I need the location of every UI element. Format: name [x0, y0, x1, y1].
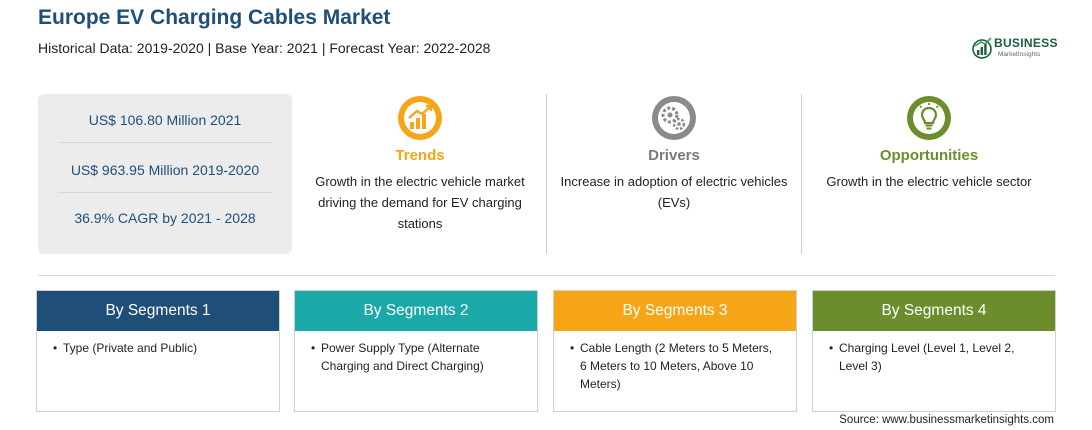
- column-divider: [546, 94, 547, 254]
- segment-card-3: By Segments 3 Cable Length (2 Meters to …: [553, 290, 797, 412]
- factor-opportunities: Opportunities Growth in the electric veh…: [811, 94, 1047, 254]
- segment-body: Type (Private and Public): [37, 331, 279, 357]
- factor-drivers: Drivers Increase in adoption of electric…: [556, 94, 792, 254]
- segment-card-4: By Segments 4 Charging Level (Level 1, L…: [812, 290, 1056, 412]
- stat-divider: [58, 142, 272, 143]
- segment-header: By Segments 1: [37, 291, 279, 331]
- stat-market-value-2021: US$ 106.80 Million 2021: [88, 112, 242, 128]
- logo-name: BUSINESS: [994, 36, 1058, 50]
- segment-body: Charging Level (Level 1, Level 2, Level …: [813, 331, 1055, 375]
- segment-item: Type (Private and Public): [53, 339, 265, 357]
- segment-header: By Segments 2: [295, 291, 537, 331]
- logo-globe-icon: [972, 37, 992, 59]
- segment-header: By Segments 4: [813, 291, 1055, 331]
- logo-tagline: MarketInsights: [998, 51, 1041, 58]
- page-title: Europe EV Charging Cables Market: [38, 6, 391, 29]
- factor-trends: Trends Growth in the electric vehicle ma…: [302, 94, 538, 254]
- factor-text: Increase in adoption of electric vehicle…: [560, 174, 788, 210]
- segment-body: Cable Length (2 Meters to 5 Meters, 6 Me…: [554, 331, 796, 393]
- segment-body: Power Supply Type (Alternate Charging an…: [295, 331, 537, 375]
- section-divider: [38, 275, 1055, 276]
- factor-text: Growth in the electric vehicle sector: [826, 174, 1032, 189]
- lightbulb-icon: [907, 96, 951, 140]
- source-citation: Source: www.businessmarketinsights.com: [839, 414, 1054, 426]
- segment-header: By Segments 3: [554, 291, 796, 331]
- segment-card-2: By Segments 2 Power Supply Type (Alterna…: [294, 290, 538, 412]
- factor-label: Trends: [395, 147, 445, 164]
- growth-chart-icon: [398, 96, 442, 140]
- gears-icon: [652, 96, 696, 140]
- stat-divider: [58, 192, 272, 193]
- stat-cagr: 36.9% CAGR by 2021 - 2028: [74, 210, 256, 226]
- factor-text: Growth in the electric vehicle market dr…: [315, 174, 525, 231]
- factor-label: Drivers: [648, 147, 700, 164]
- brand-logo: BUSINESS MarketInsights: [972, 34, 1062, 62]
- segment-item: Charging Level (Level 1, Level 2, Level …: [829, 339, 1041, 375]
- market-stats-panel: US$ 106.80 Million 2021 US$ 963.95 Milli…: [38, 94, 292, 254]
- column-divider: [801, 94, 802, 254]
- stat-market-value-historical: US$ 963.95 Million 2019-2020: [70, 162, 260, 178]
- segment-card-1: By Segments 1 Type (Private and Public): [36, 290, 280, 412]
- segment-item: Cable Length (2 Meters to 5 Meters, 6 Me…: [570, 339, 782, 393]
- segment-item: Power Supply Type (Alternate Charging an…: [311, 339, 523, 375]
- factor-label: Opportunities: [879, 147, 979, 164]
- page-subtitle: Historical Data: 2019-2020 | Base Year: …: [38, 40, 491, 56]
